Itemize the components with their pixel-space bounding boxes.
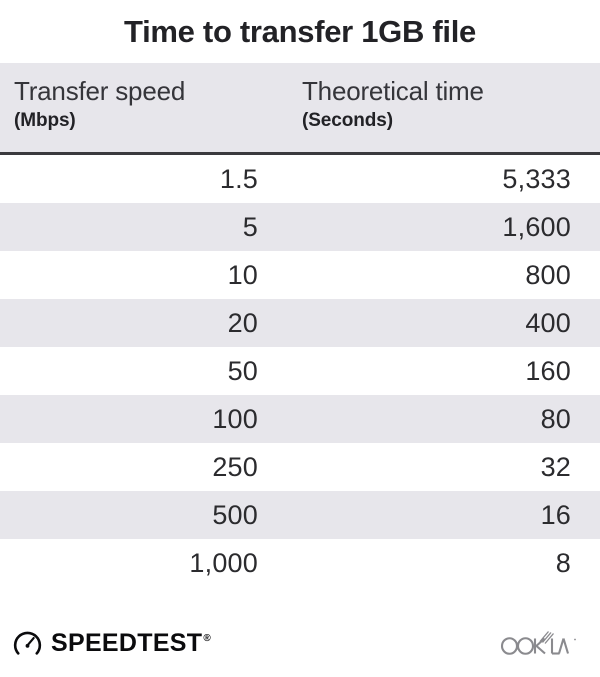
column-header-theoretical-time-label: Theoretical time bbox=[302, 76, 484, 106]
cell-transfer-speed: 100 bbox=[212, 404, 258, 434]
speedtest-trademark-symbol: ® bbox=[203, 633, 212, 645]
cell-transfer-speed: 250 bbox=[212, 452, 258, 482]
cell-transfer-speed: 5 bbox=[242, 212, 258, 242]
ookla-wordmark bbox=[500, 631, 576, 655]
cell-theoretical-time: 5,333 bbox=[502, 164, 571, 194]
table-row: 10 800 bbox=[0, 251, 600, 299]
table-header-row: Transfer speed (Mbps) Theoretical time (… bbox=[0, 63, 600, 155]
table-row: 1.5 5,333 bbox=[0, 155, 600, 203]
cell-transfer-speed: 50 bbox=[227, 356, 258, 386]
transfer-time-table: Transfer speed (Mbps) Theoretical time (… bbox=[0, 63, 600, 587]
table-row: 1,000 8 bbox=[0, 539, 600, 587]
cell-transfer-speed: 500 bbox=[212, 500, 258, 530]
table-row: 50 160 bbox=[0, 347, 600, 395]
table-row: 250 32 bbox=[0, 443, 600, 491]
table-row: 100 80 bbox=[0, 395, 600, 443]
column-header-theoretical-time-unit: (Seconds) bbox=[302, 110, 393, 131]
cell-transfer-speed: 1,000 bbox=[189, 548, 258, 578]
table-row: 5 1,600 bbox=[0, 203, 600, 251]
cell-theoretical-time: 32 bbox=[540, 452, 571, 482]
cell-theoretical-time: 400 bbox=[525, 308, 571, 338]
page-title: Time to transfer 1GB file bbox=[124, 14, 476, 49]
column-header-transfer-speed: Transfer speed (Mbps) bbox=[14, 75, 185, 134]
cell-theoretical-time: 8 bbox=[555, 548, 571, 578]
speedtest-wordmark: SPEEDTEST® bbox=[51, 629, 211, 658]
speedtest-logo: SPEEDTEST® bbox=[13, 626, 211, 660]
cell-transfer-speed: 10 bbox=[227, 260, 258, 290]
cell-theoretical-time: 160 bbox=[525, 356, 571, 386]
cell-theoretical-time: 80 bbox=[540, 404, 571, 434]
column-header-transfer-speed-unit: (Mbps) bbox=[14, 110, 76, 131]
cell-theoretical-time: 1,600 bbox=[502, 212, 571, 242]
footer-branding: SPEEDTEST® bbox=[0, 620, 600, 677]
speedometer-icon bbox=[13, 631, 42, 655]
ookla-logo bbox=[500, 629, 578, 655]
speedtest-wordmark-text: SPEEDTEST bbox=[51, 628, 203, 657]
table-row: 500 16 bbox=[0, 491, 600, 539]
cell-transfer-speed: 20 bbox=[227, 308, 258, 338]
cell-transfer-speed: 1.5 bbox=[219, 164, 258, 194]
column-header-theoretical-time: Theoretical time (Seconds) bbox=[302, 75, 484, 134]
cell-theoretical-time: 800 bbox=[525, 260, 571, 290]
cell-theoretical-time: 16 bbox=[540, 500, 571, 530]
column-header-transfer-speed-label: Transfer speed bbox=[14, 76, 186, 106]
table-row: 20 400 bbox=[0, 299, 600, 347]
